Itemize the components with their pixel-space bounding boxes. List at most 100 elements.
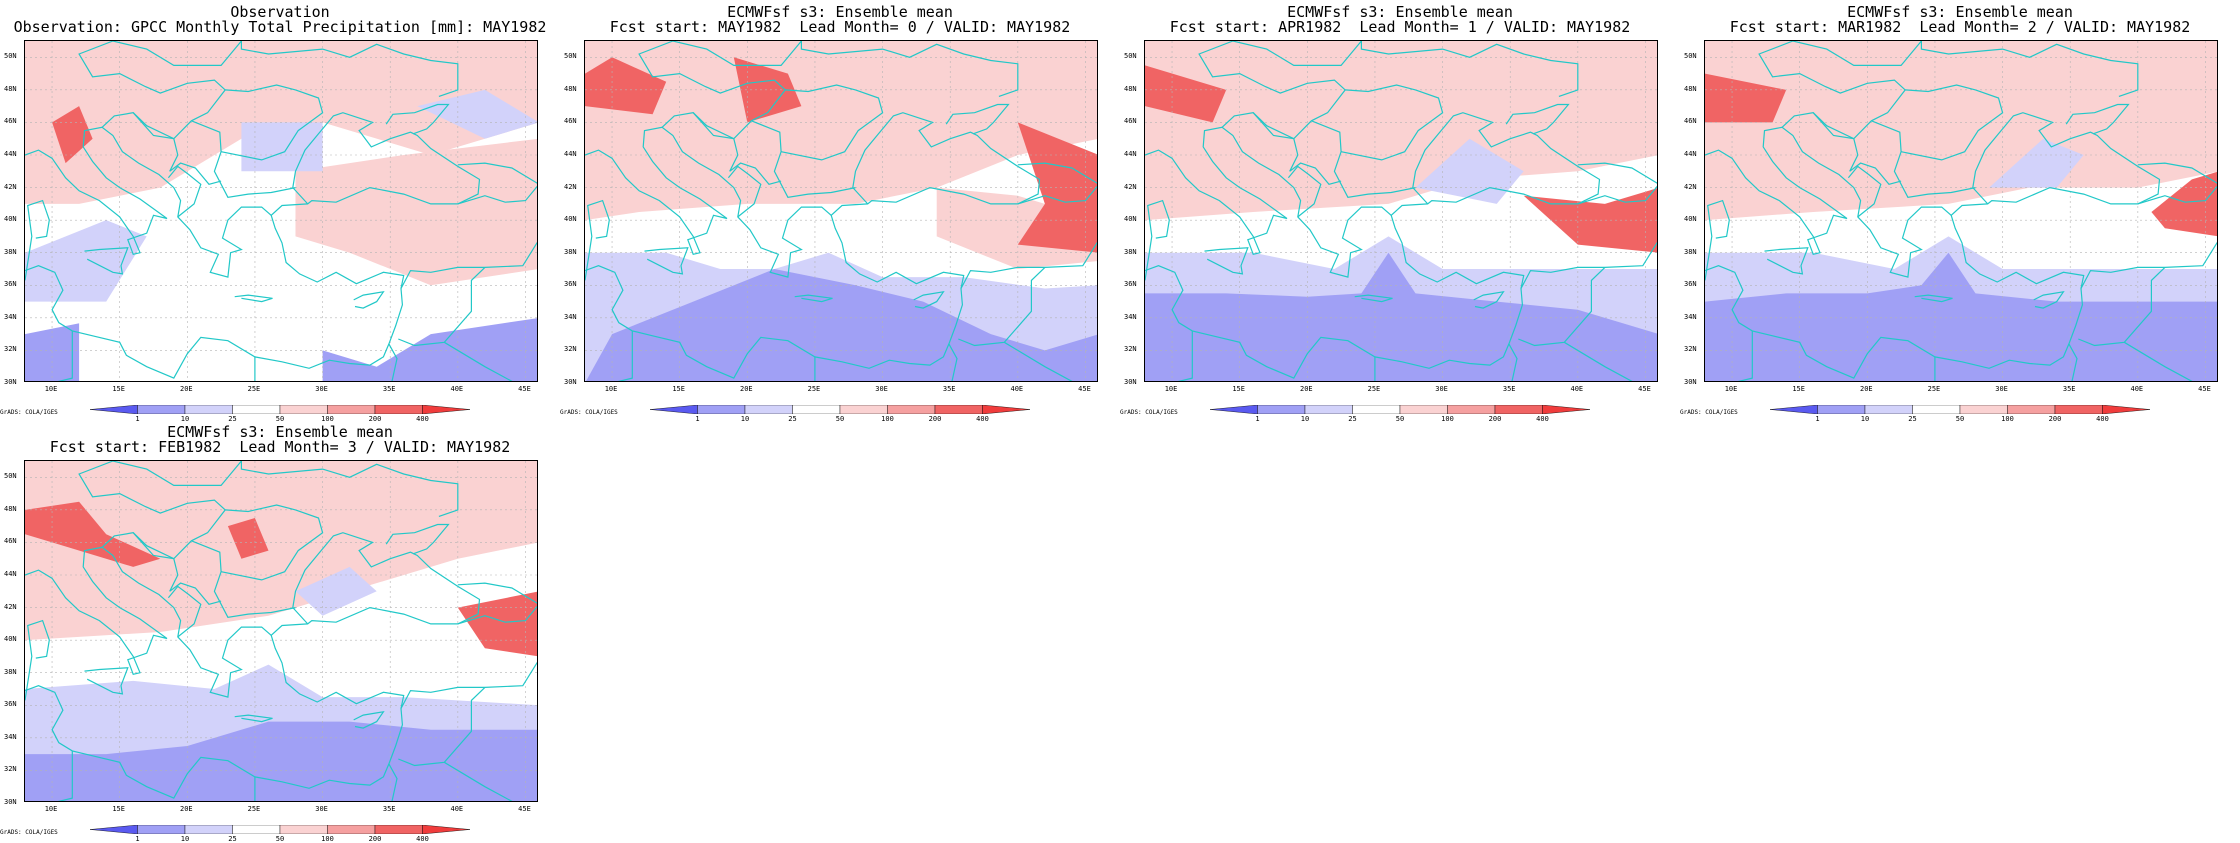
colorbar-swatch <box>327 405 376 414</box>
coastline <box>585 199 610 281</box>
lat-tick-label: 36N <box>564 280 577 289</box>
precip-map <box>25 41 537 381</box>
colorbar-swatch <box>1912 405 1961 414</box>
lat-tick-label: 48N <box>1124 84 1137 93</box>
lat-tick-label: 38N <box>1684 247 1697 256</box>
lon-tick-label: 25E <box>1927 385 1941 393</box>
precip-shade-region <box>1705 73 1787 123</box>
panel-title: ECMWFsf s3: Ensemble mean <box>167 423 393 441</box>
precip-shade-region <box>241 122 323 172</box>
map-frame <box>24 460 538 802</box>
lon-tick-label: 25E <box>807 385 821 393</box>
coastline <box>400 241 537 289</box>
coastline <box>25 199 50 281</box>
map-panel: ECMWFsf s3: Ensemble mean Fcst start: MAY… <box>560 0 1120 423</box>
coastline <box>1333 84 1444 198</box>
coastline <box>1145 199 1170 281</box>
lat-tick-label: 44N <box>564 150 577 158</box>
colorbar-swatch <box>1494 405 1543 414</box>
coastline <box>1145 112 1601 278</box>
colorbar-label: 1 <box>1255 415 1260 423</box>
coastline <box>1204 247 1249 275</box>
precip-shade-region <box>1145 252 1657 381</box>
coastline <box>84 247 129 275</box>
coastline <box>617 330 633 381</box>
lat-tick-label: 46N <box>1684 117 1697 126</box>
lat-tick-label: 46N <box>1124 117 1137 126</box>
coastline <box>1920 41 2139 97</box>
lat-tick-label: 34N <box>564 312 577 321</box>
precip-shade-region <box>1705 252 2217 381</box>
colorbar-label: 50 <box>835 415 845 423</box>
coastline <box>751 120 782 152</box>
coastline <box>1764 247 1809 275</box>
lat-tick-label: 46N <box>4 537 17 546</box>
coastline <box>1914 294 1953 303</box>
lat-tick-label: 40N <box>564 215 577 224</box>
coastline <box>2080 241 2217 289</box>
precip-shade-region <box>25 501 161 567</box>
lat-tick-label: 38N <box>4 247 17 256</box>
colorbar-swatch <box>137 825 186 834</box>
precip-map <box>25 461 537 801</box>
coastline <box>1017 162 1097 205</box>
precip-map <box>1145 41 1657 381</box>
colorbar-label: 400 <box>976 415 989 423</box>
colorbar-label: 10 <box>1300 415 1310 423</box>
precip-shade-region <box>457 591 537 657</box>
lon-tick-label: 40E <box>1570 385 1584 393</box>
lat-tick-label: 32N <box>1684 345 1697 354</box>
colorbar-swatch <box>327 825 376 834</box>
map-panel: ECMWFsf s3: Ensemble mean Fcst start: APR… <box>1120 0 1680 423</box>
colorbar-label: 50 <box>275 415 285 423</box>
coastline <box>57 330 73 381</box>
precip-map <box>585 41 1097 381</box>
colorbar-swatch <box>90 825 138 834</box>
panel-title: ECMWFsf s3: Ensemble mean <box>1287 3 1513 21</box>
lat-tick-label: 50N <box>1124 52 1137 61</box>
colorbar-label: 100 <box>321 835 334 843</box>
colorbar-label: 200 <box>928 415 942 423</box>
grads-credit: GrADS: COLA/IGES <box>0 829 58 836</box>
coastline <box>443 341 513 381</box>
colorbar <box>650 405 1030 414</box>
colorbar-swatch <box>982 405 1030 414</box>
coastline <box>1145 215 1525 379</box>
lat-tick-label: 32N <box>1124 345 1137 354</box>
lat-tick-label: 32N <box>4 765 17 774</box>
coastline <box>234 294 273 303</box>
coastline <box>2137 162 2217 205</box>
coastline <box>1198 41 1362 140</box>
lon-tick-label: 10E <box>44 805 58 813</box>
lon-tick-label: 40E <box>450 385 464 393</box>
lon-tick-label: 25E <box>247 805 261 813</box>
coastline <box>25 215 405 379</box>
coastline <box>25 635 405 799</box>
colorbar-swatch <box>1210 405 1258 414</box>
panel-subtitle: Fcst start: MAY1982 Lead Month= 0 / VALI… <box>609 18 1071 36</box>
colorbar-swatch <box>1770 405 1818 414</box>
colorbar-label: 400 <box>416 835 429 843</box>
grads-credit: GrADS: COLA/IGES <box>1680 409 1738 416</box>
colorbar-label: 10 <box>180 835 190 843</box>
map-panel: Observation Observation: GPCC Monthly Tot… <box>0 0 560 423</box>
colorbar-swatch <box>279 825 328 834</box>
coastline <box>2065 103 2130 135</box>
coastline <box>960 241 1097 289</box>
colorbar-swatch <box>697 405 746 414</box>
colorbar-label: 25 <box>788 415 797 423</box>
precip-shade-region <box>1017 122 1097 253</box>
lat-tick-label: 44N <box>1124 150 1137 158</box>
coastline <box>385 103 450 135</box>
lat-tick-label: 48N <box>564 84 577 93</box>
colorbar-label: 200 <box>1488 415 1502 423</box>
colorbar <box>90 825 470 834</box>
coastline <box>240 461 459 517</box>
precip-shade-region <box>1145 41 1657 221</box>
coastline <box>1287 165 1322 218</box>
colorbar-swatch <box>839 405 888 414</box>
coastline <box>1705 199 1730 281</box>
lat-tick-label: 50N <box>564 52 577 61</box>
coastline <box>398 266 486 347</box>
lat-tick-label: 30N <box>4 378 17 386</box>
